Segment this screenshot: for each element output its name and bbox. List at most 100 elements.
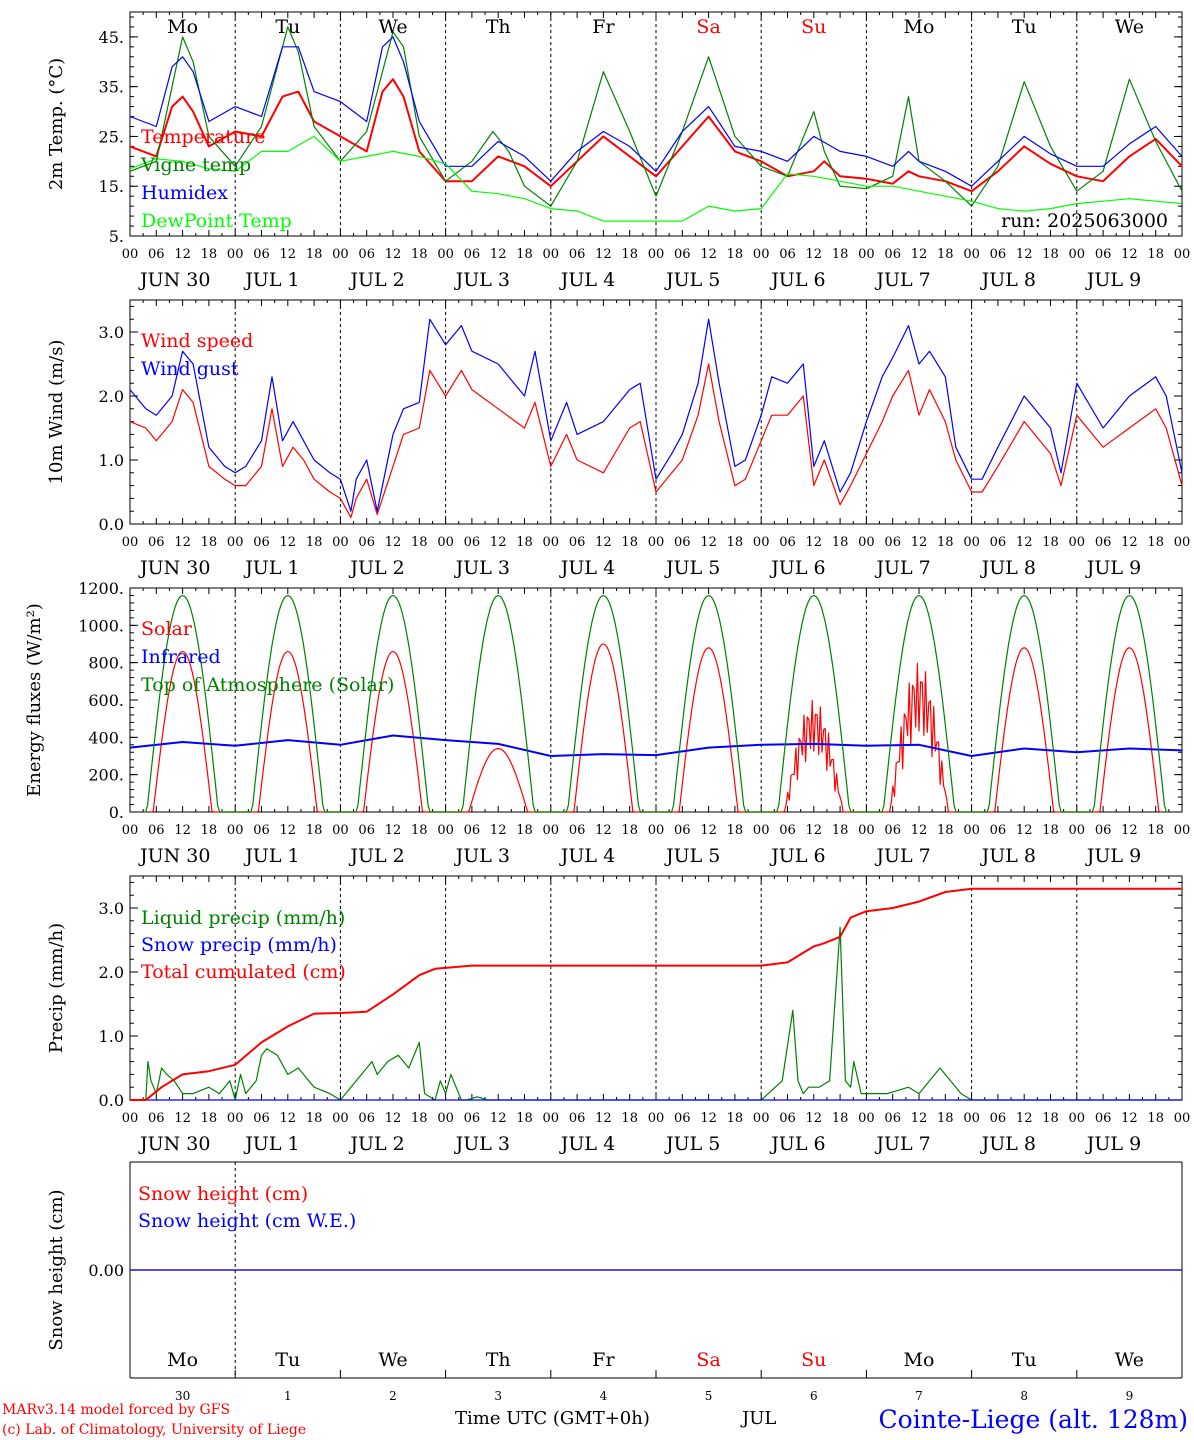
hour-tick-label: 18 (1042, 535, 1059, 550)
hour-tick-label: 00 (437, 247, 454, 262)
hour-tick-label: 06 (464, 535, 481, 550)
y-tick-label: 2.0 (99, 387, 124, 406)
hour-tick-label: 12 (280, 535, 297, 550)
date-label: JUL 3 (454, 1133, 510, 1155)
series-line-top-of-atmosphere-solar- (143, 594, 1169, 813)
date-label: JUL 9 (1085, 845, 1141, 867)
y-axis-label: 10m Wind (m/s) (46, 340, 67, 485)
hour-tick-label: 12 (1016, 1111, 1033, 1126)
legend-entry: Vigne temp (140, 154, 251, 176)
hour-tick-label: 18 (937, 247, 954, 262)
hour-tick-label: 00 (332, 535, 349, 550)
hour-tick-label: 00 (122, 535, 139, 550)
y-tick-label: 45. (99, 28, 124, 47)
hour-tick-label: 12 (806, 247, 823, 262)
hour-tick-label: 12 (595, 535, 612, 550)
hour-tick-label: 18 (306, 1111, 323, 1126)
hour-tick-label: 00 (858, 247, 875, 262)
hour-tick-label: 00 (753, 823, 770, 838)
hour-tick-label: 12 (385, 535, 402, 550)
hour-tick-label: 18 (832, 247, 849, 262)
date-label: JUL 8 (980, 269, 1036, 291)
y-tick-label: 400. (88, 728, 124, 747)
date-label: JUL 1 (243, 557, 299, 579)
hour-tick-label: 00 (1174, 823, 1191, 838)
hour-tick-label: 12 (385, 823, 402, 838)
legend-entry: Snow height (cm W.E.) (138, 1210, 356, 1232)
date-label: JUL 7 (874, 1133, 930, 1155)
day-name-top: Mo (167, 16, 198, 38)
date-label: JUL 9 (1085, 1133, 1141, 1155)
legend-entry: Liquid precip (mm/h) (141, 907, 345, 929)
date-label: JUL 2 (348, 845, 404, 867)
hour-tick-label: 00 (543, 535, 560, 550)
hour-tick-label: 00 (227, 823, 244, 838)
hour-tick-label: 12 (490, 535, 507, 550)
hour-tick-label: 06 (674, 1111, 691, 1126)
y-tick-label: 600. (88, 691, 124, 710)
hour-tick-label: 06 (148, 823, 165, 838)
hour-tick-label: 12 (1121, 535, 1138, 550)
hour-tick-label: 00 (122, 823, 139, 838)
date-label: JUL 6 (769, 845, 825, 867)
hour-tick-label: 00 (227, 1111, 244, 1126)
day-name-bottom: Tu (1012, 1349, 1037, 1371)
hour-tick-label: 00 (1069, 1111, 1086, 1126)
hour-tick-label: 06 (990, 535, 1007, 550)
hour-tick-label: 00 (1069, 535, 1086, 550)
y-tick-label: 1000. (78, 616, 124, 635)
hour-tick-label: 18 (621, 1111, 638, 1126)
hour-tick-label: 00 (648, 1111, 665, 1126)
date-label: JUL 1 (243, 1133, 299, 1155)
panel-3: 0. 200. 400. 600. 800. 1000. 1200. Energy fluxe… (24, 579, 1190, 867)
hour-tick-label: 00 (858, 535, 875, 550)
hour-tick-label: 18 (411, 823, 428, 838)
hour-tick-label: 00 (543, 823, 560, 838)
hour-tick-label: 06 (253, 247, 270, 262)
hour-tick-label: 06 (569, 247, 586, 262)
series-line-liquid-precip-mm-h- (130, 926, 1182, 1101)
date-label: JUL 5 (664, 1133, 720, 1155)
day-name-top: Su (801, 16, 826, 38)
hour-tick-label: 12 (490, 823, 507, 838)
hour-tick-label: 00 (753, 1111, 770, 1126)
hour-tick-label: 12 (911, 823, 928, 838)
footer-station-name: Cointe-Liege (alt. 128m) (879, 1405, 1188, 1434)
hour-tick-label: 12 (1016, 247, 1033, 262)
date-number: 4 (600, 1389, 608, 1403)
hour-tick-label: 12 (911, 535, 928, 550)
hour-tick-label: 06 (148, 535, 165, 550)
legend-entry: Solar (141, 618, 193, 640)
hour-tick-label: 12 (174, 1111, 191, 1126)
hour-tick-label: 00 (1174, 1111, 1191, 1126)
legend-entry: Top of Atmosphere (Solar) (141, 674, 394, 696)
hour-tick-label: 18 (201, 1111, 218, 1126)
hour-tick-label: 06 (358, 535, 375, 550)
hour-tick-label: 06 (569, 823, 586, 838)
hour-tick-label: 18 (201, 247, 218, 262)
hour-tick-label: 06 (990, 1111, 1007, 1126)
y-axis-label: 2m Temp. (°C) (46, 58, 67, 190)
series-line-infrared (129, 734, 1183, 757)
footer-model-line: MARv3.14 model forced by GFS (2, 1402, 230, 1418)
hour-tick-label: 18 (1147, 1111, 1164, 1126)
panel-1: 5. 15. 25. 35. 45. 2m Temp. (°C) Temperature Vi… (46, 11, 1190, 291)
date-label: JUL 4 (559, 269, 615, 291)
date-label: JUL 4 (559, 1133, 615, 1155)
y-tick-label: 25. (99, 127, 124, 146)
date-number: 8 (1020, 1389, 1028, 1403)
y-tick-label: 5. (109, 227, 124, 246)
date-label: JUL 7 (874, 845, 930, 867)
hour-tick-label: 12 (174, 535, 191, 550)
legend-entry: Infrared (141, 646, 221, 668)
hour-tick-label: 06 (464, 823, 481, 838)
hour-tick-label: 06 (674, 535, 691, 550)
hour-tick-label: 18 (937, 1111, 954, 1126)
hour-tick-label: 06 (148, 1111, 165, 1126)
hour-tick-label: 12 (595, 1111, 612, 1126)
hour-tick-label: 12 (1121, 823, 1138, 838)
hour-tick-label: 12 (911, 1111, 928, 1126)
date-number: 5 (705, 1389, 713, 1403)
day-name-top: Mo (904, 16, 935, 38)
